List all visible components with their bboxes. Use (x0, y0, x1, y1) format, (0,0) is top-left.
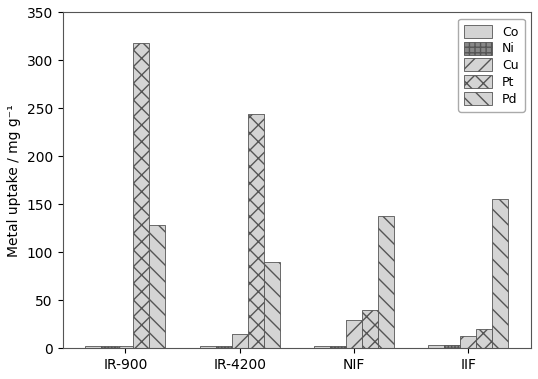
Bar (428, 345, 444, 348)
Bar (362, 310, 378, 348)
Bar (330, 346, 346, 348)
Bar (314, 346, 330, 348)
Bar (492, 199, 508, 348)
Y-axis label: Metal uptake / mg g⁻¹: Metal uptake / mg g⁻¹ (7, 104, 21, 257)
Bar (232, 334, 247, 348)
Bar (460, 336, 476, 348)
Bar (378, 216, 394, 348)
Legend: Co, Ni, Cu, Pt, Pd: Co, Ni, Cu, Pt, Pd (458, 19, 525, 112)
Bar (444, 345, 460, 348)
Bar (150, 224, 165, 348)
Bar (133, 43, 150, 348)
Bar (86, 346, 102, 348)
Bar (247, 114, 264, 348)
Bar (117, 346, 133, 348)
Bar (346, 319, 362, 348)
Bar (102, 346, 117, 348)
Bar (200, 346, 216, 348)
Bar (264, 262, 280, 348)
Bar (476, 329, 492, 348)
Bar (216, 346, 232, 348)
